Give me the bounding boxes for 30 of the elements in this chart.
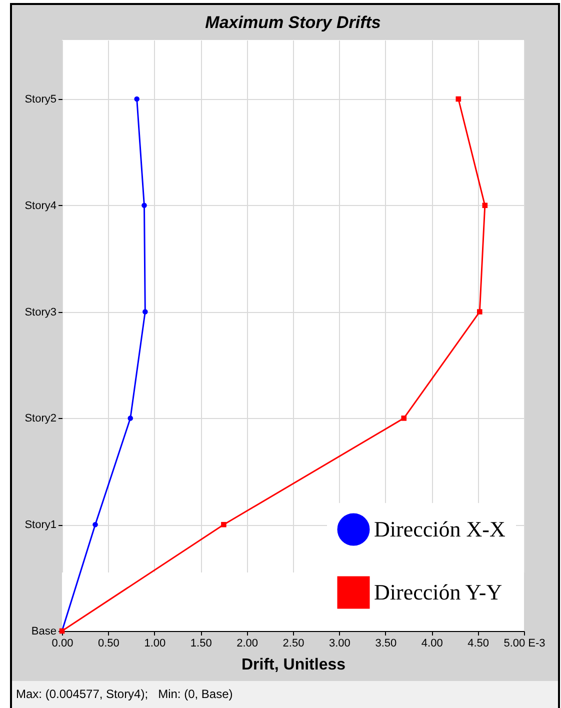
x-tick-label: 2.00 bbox=[236, 638, 258, 650]
x-tick-label: 5.00 E-3 bbox=[504, 638, 546, 650]
point bbox=[142, 309, 148, 314]
point bbox=[221, 522, 226, 528]
chart-title: Maximum Story Drifts bbox=[205, 13, 381, 32]
y-tick-label: Story4 bbox=[24, 200, 56, 212]
x-tick-label: 1.00 bbox=[144, 638, 166, 650]
y-tick-label: Story5 bbox=[24, 94, 56, 106]
point bbox=[134, 96, 140, 102]
y-tick-label: Base bbox=[31, 626, 56, 638]
x-tick-label: 0.50 bbox=[98, 638, 120, 650]
legend-label: Dirección X-X bbox=[374, 516, 506, 542]
text: Max: (0.004577, Story4); Min: (0, Base) bbox=[15, 686, 234, 703]
x-tick-label: 2.50 bbox=[282, 638, 304, 650]
x-tick-label: 4.00 bbox=[421, 638, 443, 650]
x-tick-label: 0.00 bbox=[52, 638, 74, 650]
point bbox=[142, 202, 147, 208]
x-axis-title: Drift, Unitless bbox=[241, 656, 346, 674]
y-tick-label: Story3 bbox=[24, 306, 56, 318]
point bbox=[401, 416, 407, 421]
x-tick-label: 3.00 bbox=[328, 638, 350, 650]
point bbox=[128, 416, 134, 421]
point bbox=[477, 309, 482, 314]
y-tick-label: Story1 bbox=[24, 519, 56, 532]
point bbox=[92, 522, 98, 528]
y-tick-label: Story2 bbox=[24, 412, 56, 425]
legend-label: Dirección Y-Y bbox=[374, 580, 502, 604]
x-tick-label: 3.50 bbox=[375, 638, 397, 650]
x-tick-label: 1.50 bbox=[190, 638, 212, 650]
x-tick-label: 4.50 bbox=[468, 638, 490, 650]
